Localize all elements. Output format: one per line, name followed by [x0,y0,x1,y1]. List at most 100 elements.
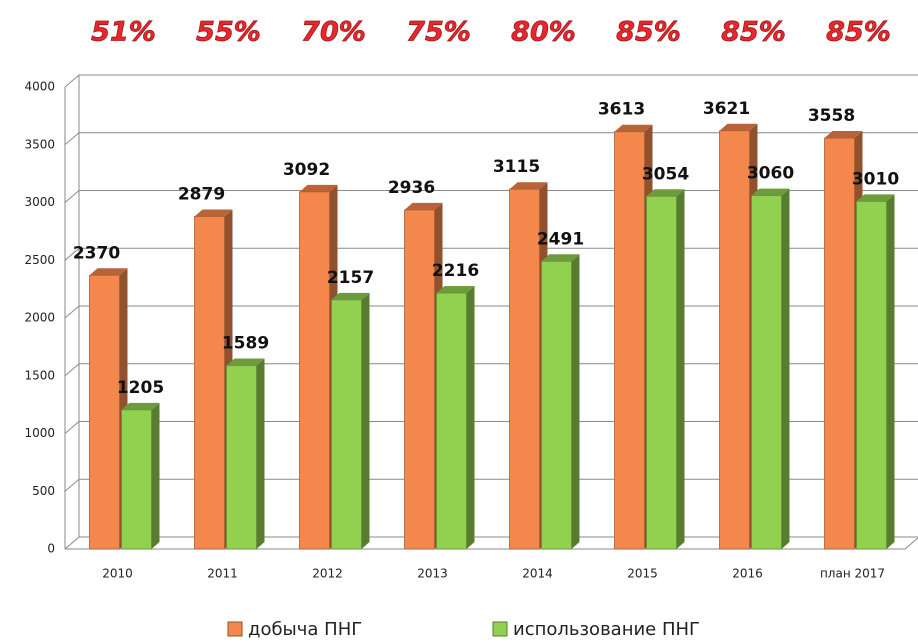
bar [121,402,160,550]
bar [299,184,338,550]
grid-line-side [64,478,80,492]
annotation: 51% [91,17,156,48]
bar-top [824,131,863,139]
bar-front [121,409,152,550]
y-tick-label: 0 [47,542,55,556]
bar [436,286,475,550]
value-label: 2216 [432,261,479,281]
bar-front [751,195,782,550]
annotation: 85% [616,17,681,48]
bar [541,254,580,550]
x-axis-right [904,537,918,550]
bar-front [856,200,887,550]
bar-front [646,195,677,550]
y-tick-label: 1000 [24,426,55,440]
bar [646,189,685,550]
bar-top [751,188,790,196]
grid-line-side [64,363,80,377]
bar-side [466,286,475,549]
bar-front [226,365,257,550]
value-label: 2157 [327,268,374,288]
bar-side [361,292,370,549]
bar-side [151,402,160,549]
x-tick-label: 2013 [417,567,448,581]
value-label: 1205 [117,378,164,398]
bar-top [856,194,895,202]
value-label: 3621 [703,99,750,119]
bar-top [121,402,160,410]
bar-side [886,194,895,549]
value-label: 3613 [598,100,645,120]
bar-top [194,209,233,217]
bar-front [436,292,467,550]
x-tick-label: 2014 [522,567,553,581]
bar [856,194,895,550]
bar-top [299,184,338,192]
value-label: 1589 [222,333,269,353]
bar-top [509,182,548,190]
bar-top [89,268,128,276]
legend-label: использование ПНГ [513,619,700,640]
x-tick-label: план 2017 [820,567,885,581]
bar-top [614,124,653,132]
bar-top [404,202,443,210]
grid-line-side [64,132,80,146]
y-tick-label: 3000 [24,195,55,209]
bar [331,292,370,550]
bar-front [194,216,225,550]
bar [194,209,233,550]
x-tick-label: 2016 [732,567,763,581]
annotation: 85% [721,17,786,48]
grid-line-side [64,536,80,550]
bar-front [299,191,330,550]
bar-top [646,189,685,197]
bar [751,188,790,550]
y-tick-label: 4000 [24,80,55,94]
x-tick-label: 2012 [312,567,343,581]
grid-line-side [64,305,80,319]
grid-line-side [64,74,80,88]
bar-side [781,188,790,549]
bar-front [719,130,750,550]
x-tick-label: 2011 [207,567,238,581]
bar-side [676,189,685,549]
legend-swatch [492,621,508,637]
bar-top [331,292,370,300]
value-label: 2936 [388,178,435,198]
x-tick-label: 2010 [102,567,133,581]
bar-top [436,286,475,294]
bar-side [571,254,580,550]
y-tick-label: 2500 [24,253,55,267]
y-tick-label: 2000 [24,311,55,325]
bar-top [719,123,758,131]
bar-front [404,209,435,550]
value-label: 2879 [178,184,225,204]
legend-label: добыча ПНГ [248,619,362,640]
bar-front [331,299,362,550]
annotation: 85% [826,17,891,48]
bar-front [614,131,645,550]
value-label: 3558 [808,106,855,126]
value-label: 2491 [537,229,584,249]
grid-line-side [64,421,80,434]
y-tick-label: 500 [32,484,55,498]
value-label: 3092 [283,160,330,180]
annotation: 80% [511,17,576,48]
y-tick-label: 1500 [24,368,55,382]
annotation: 70% [301,17,366,48]
legend-swatch [227,621,243,637]
x-tick-label: 2015 [627,567,658,581]
bar-front [89,274,120,550]
value-label: 3054 [642,164,689,184]
bar-side [256,358,265,549]
value-label: 2370 [73,243,120,263]
annotation: 75% [406,17,471,48]
bar-front [824,137,855,550]
bar-top [226,358,265,366]
grid-line-side [64,190,80,203]
bar-front [509,188,540,550]
bar [226,358,265,550]
annotation: 55% [196,17,261,48]
value-label: 3060 [747,164,794,184]
